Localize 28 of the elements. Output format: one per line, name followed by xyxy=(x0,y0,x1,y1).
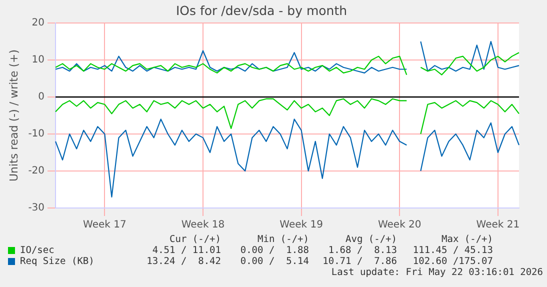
text: Avg (-/+) xyxy=(344,234,397,245)
text: 10.71 / 7.86 xyxy=(322,256,397,267)
x-tick-label: Week 21 xyxy=(476,220,520,231)
y-tick-label: 20 xyxy=(32,18,45,29)
text: Last update: Fri May 22 03:16:01 2026 xyxy=(330,267,543,279)
chart-title: IOs for /dev/sda - by month xyxy=(176,2,348,18)
text: 13.24 / 8.42 xyxy=(146,256,221,267)
x-tick-label: Week 20 xyxy=(378,220,422,231)
text: 111.45 / 45.13 xyxy=(412,245,493,256)
text: Min (-/+) xyxy=(256,234,309,245)
legend-label: IO/sec xyxy=(19,245,56,256)
y-tick-label: -20 xyxy=(28,166,45,177)
text: 102.60 /175.07 xyxy=(412,256,493,267)
x-tick-label: Week 18 xyxy=(181,220,225,231)
x-tick-label: Week 19 xyxy=(280,220,323,231)
text: 4.51 / 11.01 xyxy=(151,245,221,256)
y-tick-label: -10 xyxy=(28,128,45,140)
y-tick-label: 10 xyxy=(32,54,45,66)
text: Cur (-/+) xyxy=(168,234,221,245)
text: 0.00 / 5.14 xyxy=(239,256,309,267)
y-tick-label: -30 xyxy=(28,202,45,214)
legend-label: Req Size (KB) xyxy=(19,256,96,267)
text: 0.00 / 1.88 xyxy=(239,245,309,256)
text: 1.68 / 8.13 xyxy=(327,245,397,256)
y-tick-label: 0 xyxy=(38,92,45,103)
y-axis-title: Units read (-) / write (+) xyxy=(7,49,20,182)
x-tick-label: Week 17 xyxy=(83,220,126,231)
text: Max (-/+) xyxy=(440,234,493,245)
